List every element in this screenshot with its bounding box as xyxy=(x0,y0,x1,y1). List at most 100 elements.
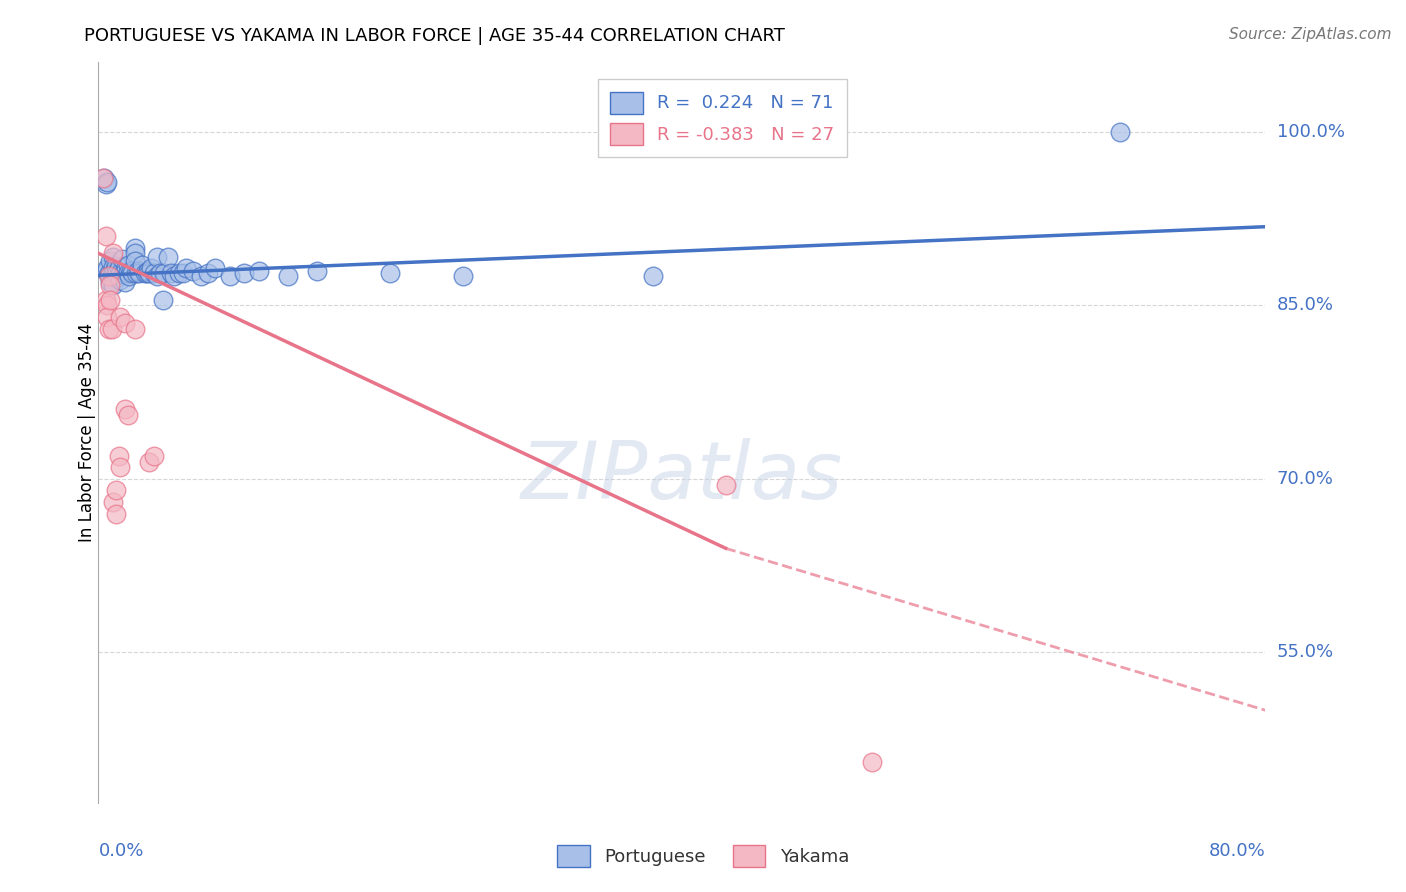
Point xyxy=(117,258,139,272)
Point xyxy=(197,266,219,280)
Point xyxy=(114,275,136,289)
Point xyxy=(110,273,132,287)
Point xyxy=(97,269,120,284)
Point xyxy=(121,266,143,280)
Point xyxy=(94,263,117,277)
Point xyxy=(218,269,240,284)
Point xyxy=(110,269,132,284)
Point xyxy=(1108,125,1130,139)
Point xyxy=(174,261,197,276)
Point xyxy=(172,266,194,280)
Point xyxy=(118,269,141,284)
Point xyxy=(104,268,127,283)
Point xyxy=(96,310,118,324)
Point xyxy=(124,321,146,335)
Point xyxy=(135,266,157,280)
Point xyxy=(124,246,146,260)
Point xyxy=(104,263,127,277)
Point xyxy=(108,449,131,463)
Point xyxy=(307,263,329,277)
Point xyxy=(98,277,121,292)
Point xyxy=(124,254,146,268)
Point xyxy=(110,310,132,324)
Point xyxy=(97,266,120,280)
Point xyxy=(94,293,117,307)
Point xyxy=(152,293,174,307)
Text: 0.0%: 0.0% xyxy=(98,842,143,860)
Point xyxy=(101,260,124,275)
Point xyxy=(110,266,132,280)
Text: PORTUGUESE VS YAKAMA IN LABOR FORCE | AGE 35-44 CORRELATION CHART: PORTUGUESE VS YAKAMA IN LABOR FORCE | AG… xyxy=(84,27,785,45)
Point xyxy=(641,269,664,284)
Point xyxy=(96,261,118,276)
Point xyxy=(233,266,256,280)
Point xyxy=(860,756,883,770)
Point xyxy=(97,321,120,335)
Point xyxy=(104,507,127,521)
Point xyxy=(153,266,176,280)
Point xyxy=(128,266,150,280)
Text: ZIPatlas: ZIPatlas xyxy=(520,438,844,516)
Point xyxy=(131,258,153,272)
Point xyxy=(94,229,117,244)
Point xyxy=(120,263,142,277)
Point xyxy=(101,277,124,292)
Point xyxy=(124,240,146,254)
Point xyxy=(204,261,226,276)
Legend: R =  0.224   N = 71, R = -0.383   N = 27: R = 0.224 N = 71, R = -0.383 N = 27 xyxy=(598,78,846,157)
Point xyxy=(98,254,121,268)
Point xyxy=(96,298,118,312)
Point xyxy=(114,402,136,417)
Text: 55.0%: 55.0% xyxy=(1277,643,1334,661)
Point xyxy=(101,250,124,264)
Point xyxy=(167,266,190,280)
Point xyxy=(105,265,128,279)
Point xyxy=(112,267,135,281)
Point xyxy=(97,269,120,284)
Point xyxy=(125,266,148,280)
Point xyxy=(181,263,204,277)
Point xyxy=(117,409,139,423)
Point xyxy=(91,171,114,186)
Point xyxy=(108,269,131,284)
Point xyxy=(103,263,125,277)
Point xyxy=(163,269,186,284)
Point xyxy=(115,260,138,275)
Point xyxy=(134,266,156,280)
Point xyxy=(101,266,124,280)
Text: 70.0%: 70.0% xyxy=(1277,470,1333,488)
Point xyxy=(104,483,127,498)
Point xyxy=(98,275,121,289)
Point xyxy=(104,259,127,273)
Point xyxy=(114,316,136,330)
Point xyxy=(100,268,122,283)
Point xyxy=(101,495,124,509)
Point xyxy=(142,266,165,280)
Point xyxy=(190,269,212,284)
Point xyxy=(247,263,270,277)
Text: 85.0%: 85.0% xyxy=(1277,296,1333,314)
Point xyxy=(149,266,172,280)
Point xyxy=(98,293,121,307)
Text: Source: ZipAtlas.com: Source: ZipAtlas.com xyxy=(1229,27,1392,42)
Point xyxy=(138,454,160,468)
Point xyxy=(142,449,165,463)
Text: 80.0%: 80.0% xyxy=(1209,842,1265,860)
Point xyxy=(146,269,169,284)
Point xyxy=(93,171,115,186)
Point xyxy=(101,246,124,260)
Point xyxy=(380,266,402,280)
Point xyxy=(94,177,117,191)
Point xyxy=(136,263,159,277)
Point xyxy=(100,321,122,335)
Point xyxy=(108,261,131,276)
Point xyxy=(714,477,737,491)
Point xyxy=(138,266,160,280)
Point xyxy=(160,266,183,280)
Point xyxy=(146,250,169,264)
Point xyxy=(111,252,134,266)
Point xyxy=(157,250,180,264)
Point xyxy=(451,269,474,284)
Point xyxy=(96,175,118,189)
Point xyxy=(139,261,162,276)
